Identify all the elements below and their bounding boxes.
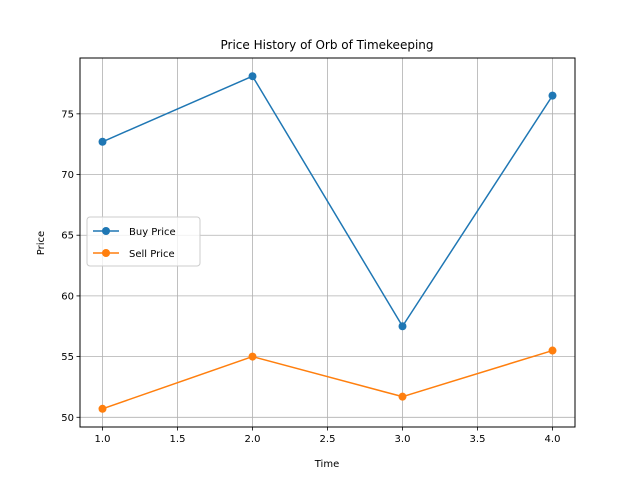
- y-tick-label: 50: [61, 413, 74, 424]
- x-tick-label: 2.0: [245, 434, 261, 445]
- y-tick-label: 60: [61, 291, 74, 302]
- buy-price-point: [398, 322, 407, 331]
- series-layer: [98, 72, 557, 413]
- chart-title: Price History of Orb of Timekeeping: [221, 38, 434, 52]
- sell-price-point: [548, 346, 557, 355]
- x-axis-ticks: 1.0 1.5 2.0 2.5 3.0 3.5 4.0: [95, 427, 561, 445]
- x-tick-label: 1.0: [95, 434, 111, 445]
- sell-price-point: [98, 404, 107, 413]
- buy-price-line: [102, 75, 554, 328]
- buy-price-point: [98, 137, 107, 146]
- legend: Buy Price Sell Price: [86, 216, 201, 267]
- y-tick-label: 75: [61, 109, 74, 120]
- sell-price-legend-marker: [102, 249, 110, 257]
- y-axis-label: Price: [36, 231, 47, 255]
- sell-price-legend-label: Sell Price: [129, 249, 175, 260]
- buy-price-point: [248, 72, 257, 81]
- sell-price-point: [398, 392, 407, 401]
- y-axis-ticks: 50 55 60 65 70 75: [61, 109, 80, 424]
- buy-price-legend-label: Buy Price: [129, 227, 176, 238]
- x-tick-label: 1.5: [170, 434, 186, 445]
- x-axis-label: Time: [314, 459, 339, 470]
- x-tick-label: 4.0: [545, 434, 561, 445]
- y-tick-label: 55: [61, 352, 74, 363]
- y-tick-label: 65: [61, 231, 74, 242]
- buy-price-legend-marker: [102, 227, 110, 235]
- x-tick-label: 2.5: [320, 434, 336, 445]
- x-tick-label: 3.0: [395, 434, 411, 445]
- x-tick-label: 3.5: [470, 434, 486, 445]
- buy-price-point: [548, 91, 557, 100]
- y-tick-label: 70: [61, 170, 74, 181]
- sell-price-point: [248, 352, 257, 361]
- sell-price-line: [102, 349, 553, 410]
